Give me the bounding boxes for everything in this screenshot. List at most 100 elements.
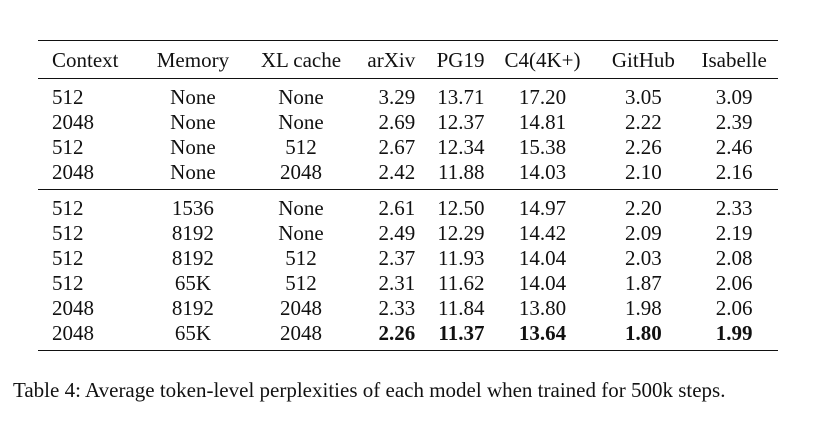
cell-c4: 14.03	[518, 160, 567, 184]
cell-github: 1.98	[625, 296, 662, 320]
cell-c4: 13.80	[518, 296, 567, 320]
cell-context: 512	[52, 221, 84, 245]
cell-memory: 8192	[171, 246, 214, 270]
table-row: 2048 None 2048 2.42 11.88 14.03 2.10 2.1…	[38, 160, 778, 190]
cell-memory: None	[170, 85, 216, 109]
cell-isabelle: 2.19	[715, 221, 753, 245]
table-row: 512 None None 3.29 13.71 17.20 3.05 3.09	[38, 78, 778, 111]
cell-context: 512	[52, 196, 84, 220]
cell-pg19: 11.62	[438, 271, 485, 295]
cell-context: 512	[52, 271, 84, 295]
cell-context: 512	[52, 135, 84, 159]
cell-memory: 65K	[174, 271, 211, 295]
cell-isabelle: 2.46	[715, 135, 753, 159]
cell-arxiv: 2.31	[378, 271, 416, 295]
cell-memory: None	[170, 110, 216, 134]
cell-xl-cache: None	[278, 85, 324, 109]
cell-pg19: 11.88	[438, 160, 485, 184]
cell-pg19-best: 11.37	[438, 321, 485, 345]
cell-isabelle-best: 1.99	[715, 321, 753, 345]
cell-arxiv: 2.67	[378, 135, 416, 159]
cell-pg19: 12.34	[437, 135, 485, 159]
perplexity-table: Context Memory XL cache arXiv PG19 C4(4K…	[38, 40, 778, 351]
cell-c4: 14.81	[518, 110, 567, 134]
cell-github: 2.22	[625, 110, 662, 134]
cell-memory: 1536	[171, 196, 214, 220]
memory-group: 512 1536 None 2.61 12.50 14.97 2.20 2.33…	[38, 189, 778, 351]
cell-github: 2.20	[625, 196, 662, 220]
baseline-group: 512 None None 3.29 13.71 17.20 3.05 3.09…	[38, 78, 778, 190]
cell-pg19: 12.37	[437, 110, 485, 134]
cell-c4: 14.42	[518, 221, 567, 245]
header-isabelle: Isabelle	[701, 47, 767, 72]
cell-arxiv: 2.33	[378, 296, 416, 320]
cell-isabelle: 2.33	[715, 196, 753, 220]
cell-context: 512	[52, 246, 84, 270]
cell-arxiv: 3.29	[378, 85, 416, 109]
cell-memory: 65K	[174, 321, 211, 345]
cell-github: 2.10	[625, 160, 662, 184]
table-row: 2048 8192 2048 2.33 11.84 13.80 1.98 2.0…	[38, 296, 778, 321]
table-caption: Table 4: Average token-level perplexitie…	[13, 378, 726, 402]
cell-arxiv: 2.42	[378, 160, 416, 184]
table-row: 512 1536 None 2.61 12.50 14.97 2.20 2.33	[38, 189, 778, 222]
cell-xl-cache: 2048	[279, 296, 322, 320]
cell-c4: 14.04	[518, 271, 567, 295]
cell-context: 512	[52, 85, 84, 109]
cell-xl-cache: None	[278, 221, 324, 245]
table-header: Context Memory XL cache arXiv PG19 C4(4K…	[38, 40, 778, 79]
cell-c4: 17.20	[518, 85, 567, 109]
cell-isabelle: 2.16	[715, 160, 753, 184]
header-arxiv: arXiv	[367, 47, 416, 72]
cell-xl-cache: 2048	[279, 321, 322, 345]
table-row-best: 2048 65K 2048 2.26 11.37 13.64 1.80 1.99	[38, 321, 778, 351]
header-memory: Memory	[156, 47, 230, 72]
header-xl-cache: XL cache	[260, 47, 342, 72]
cell-c4: 15.38	[518, 135, 567, 159]
table-row: 512 8192 None 2.49 12.29 14.42 2.09 2.19	[38, 221, 778, 246]
cell-arxiv: 2.69	[378, 110, 416, 134]
cell-xl-cache: 512	[285, 246, 317, 270]
perplexity-table-container: Context Memory XL cache arXiv PG19 C4(4K…	[38, 40, 778, 351]
cell-arxiv: 2.49	[378, 221, 416, 245]
header-c4: C4(4K+)	[504, 47, 581, 72]
cell-memory: 8192	[171, 221, 214, 245]
cell-isabelle: 2.06	[715, 296, 753, 320]
cell-github: 1.87	[625, 271, 662, 295]
cell-pg19: 11.93	[438, 246, 485, 270]
cell-arxiv-best: 2.26	[378, 321, 416, 345]
cell-pg19: 13.71	[437, 85, 485, 109]
cell-github: 2.09	[625, 221, 662, 245]
cell-memory: None	[170, 135, 216, 159]
cell-context: 2048	[52, 321, 94, 345]
cell-pg19: 12.50	[437, 196, 485, 220]
table-row: 512 None 512 2.67 12.34 15.38 2.26 2.46	[38, 135, 778, 160]
table-row: 2048 None None 2.69 12.37 14.81 2.22 2.3…	[38, 110, 778, 135]
header-context: Context	[52, 47, 119, 72]
cell-isabelle: 2.06	[715, 271, 753, 295]
cell-github-best: 1.80	[625, 321, 662, 345]
cell-pg19: 11.84	[438, 296, 485, 320]
cell-github: 3.05	[625, 85, 662, 109]
table-row: 512 8192 512 2.37 11.93 14.04 2.03 2.08	[38, 246, 778, 271]
cell-xl-cache: 512	[285, 271, 317, 295]
cell-xl-cache: None	[278, 196, 324, 220]
cell-xl-cache: None	[278, 110, 324, 134]
cell-xl-cache: 512	[285, 135, 317, 159]
cell-context: 2048	[52, 160, 94, 184]
cell-isabelle: 3.09	[715, 85, 753, 109]
cell-isabelle: 2.08	[715, 246, 753, 270]
header-pg19: PG19	[436, 47, 485, 72]
cell-github: 2.26	[625, 135, 662, 159]
header-github: GitHub	[611, 47, 675, 72]
cell-memory: 8192	[171, 296, 214, 320]
header-row: Context Memory XL cache arXiv PG19 C4(4K…	[38, 40, 778, 79]
cell-pg19: 12.29	[437, 221, 485, 245]
cell-arxiv: 2.37	[378, 246, 416, 270]
cell-xl-cache: 2048	[279, 160, 322, 184]
cell-c4: 14.97	[518, 196, 567, 220]
cell-isabelle: 2.39	[715, 110, 753, 134]
cell-c4-best: 13.64	[518, 321, 567, 345]
cell-arxiv: 2.61	[378, 196, 416, 220]
cell-c4: 14.04	[518, 246, 567, 270]
